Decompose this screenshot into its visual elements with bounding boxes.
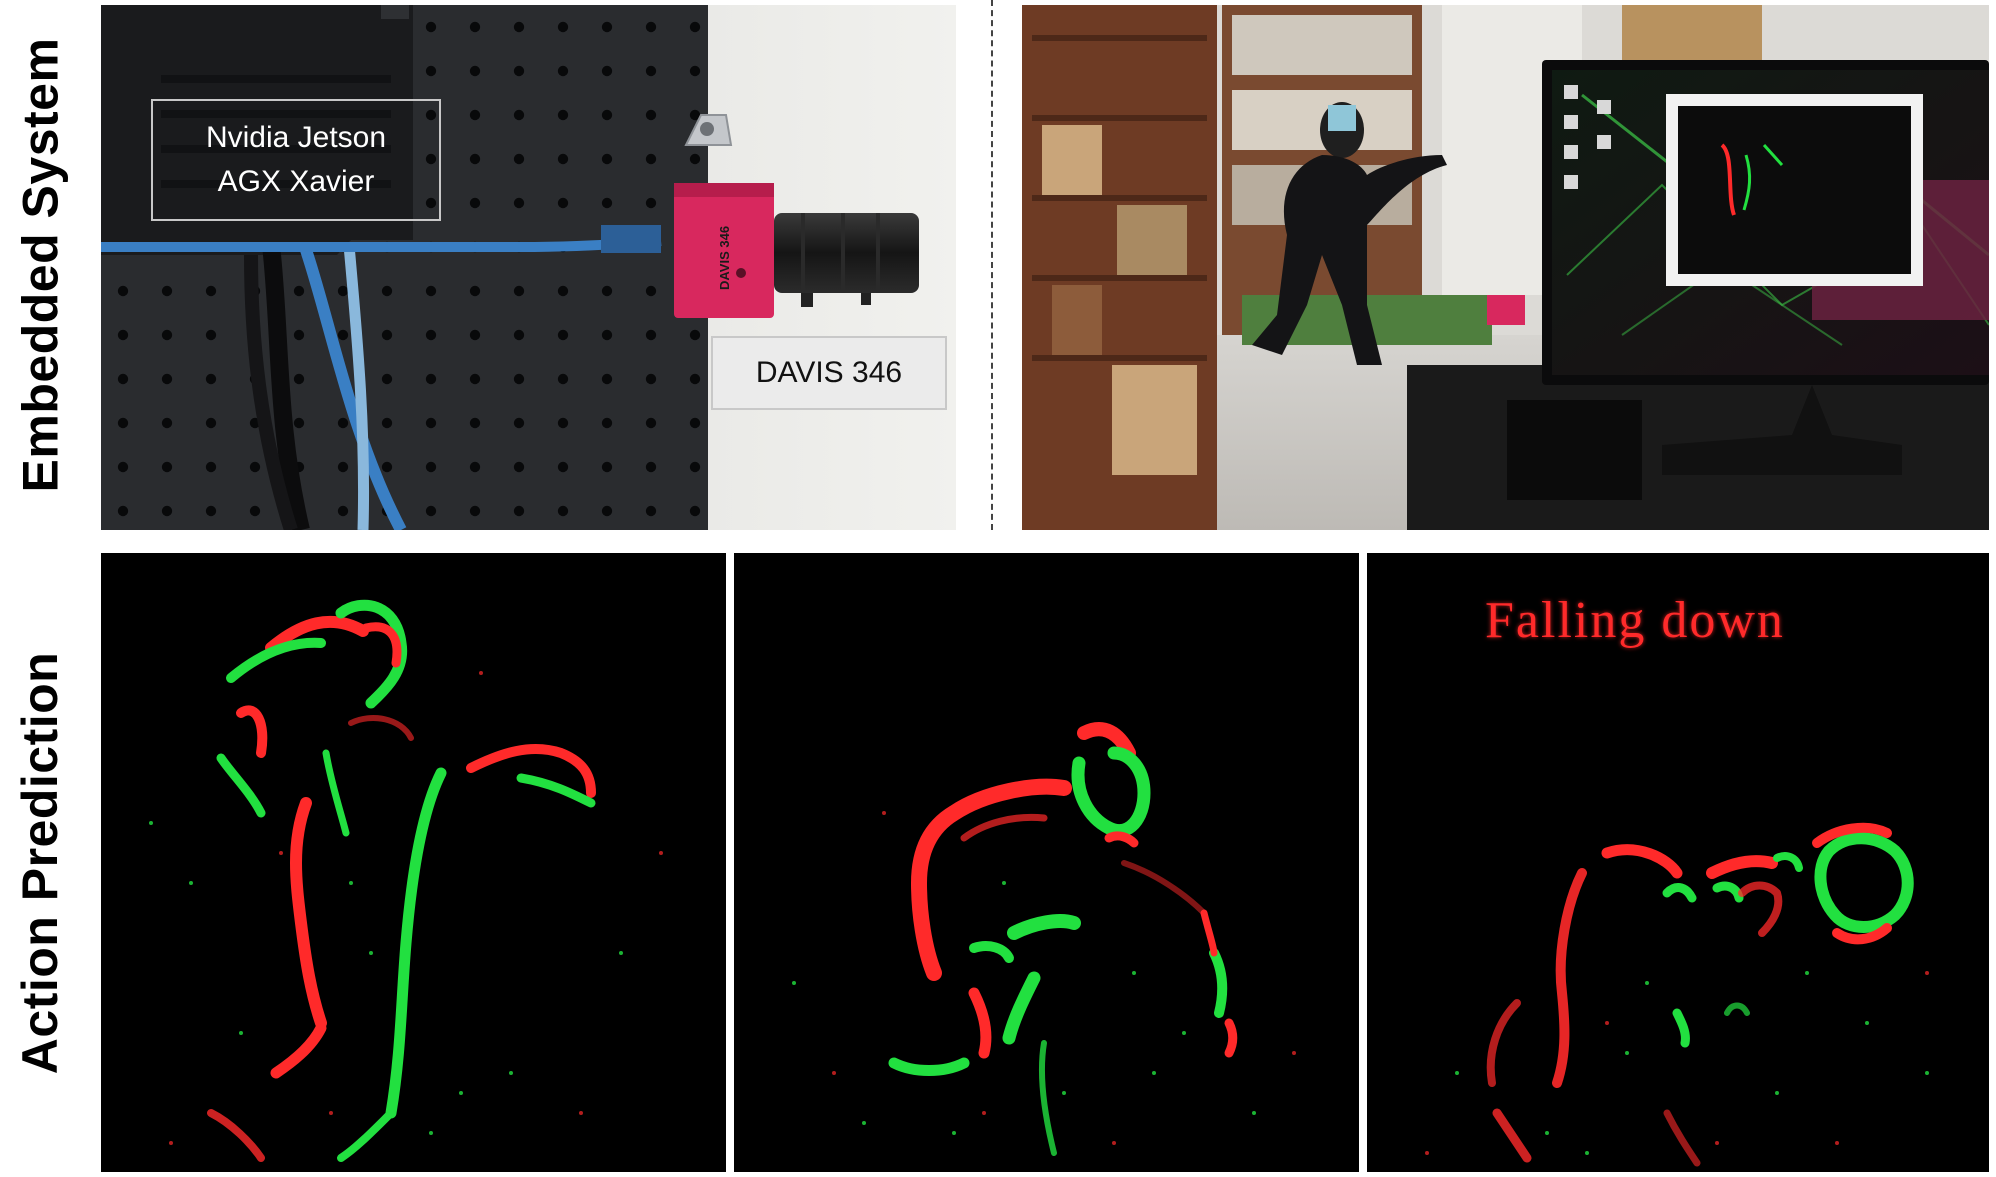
jetson-device — [101, 5, 413, 255]
row-label-action-prediction-text: Action Prediction — [12, 651, 69, 1075]
jetson-callout: Nvidia Jetson AGX Xavier — [151, 99, 441, 221]
event-frame-1-drawing — [149, 599, 663, 1162]
event-frame-3: Falling down — [1367, 553, 1989, 1172]
event-window — [1666, 94, 1923, 286]
black-cable — [262, 244, 310, 530]
lens — [774, 213, 919, 293]
jetson-label-line2: AGX Xavier — [217, 165, 375, 198]
row-label-embedded-system-text: Embedded System — [12, 37, 68, 493]
event-frame-2 — [734, 553, 1359, 1172]
event-frame-1 — [101, 553, 726, 1172]
demo-photo — [1022, 5, 1989, 530]
event-frame-3-drawing — [1425, 822, 1929, 1167]
camera-body-text: DAVIS 346 — [717, 226, 732, 290]
event-frame-2-drawing — [792, 722, 1296, 1156]
hardware-photo: DAVIS 346 Nvidia Jetson AGX Xavier DAVIS… — [101, 5, 956, 530]
top-row-divider — [991, 0, 993, 530]
davis-camera-body — [674, 183, 774, 318]
row-label-action-prediction: Action Prediction — [0, 553, 80, 1173]
demo-photo-drawing — [1022, 5, 1989, 530]
hardware-photo-drawing: DAVIS 346 — [101, 5, 956, 530]
jetson-label-line1: Nvidia Jetson — [205, 121, 387, 154]
blue-cable — [300, 248, 407, 530]
davis-callout: DAVIS 346 — [711, 336, 947, 410]
davis-label: DAVIS 346 — [755, 356, 903, 389]
prediction-label: Falling down — [1485, 592, 1785, 649]
row-label-embedded-system: Embedded System — [0, 0, 80, 530]
person — [1252, 155, 1447, 365]
